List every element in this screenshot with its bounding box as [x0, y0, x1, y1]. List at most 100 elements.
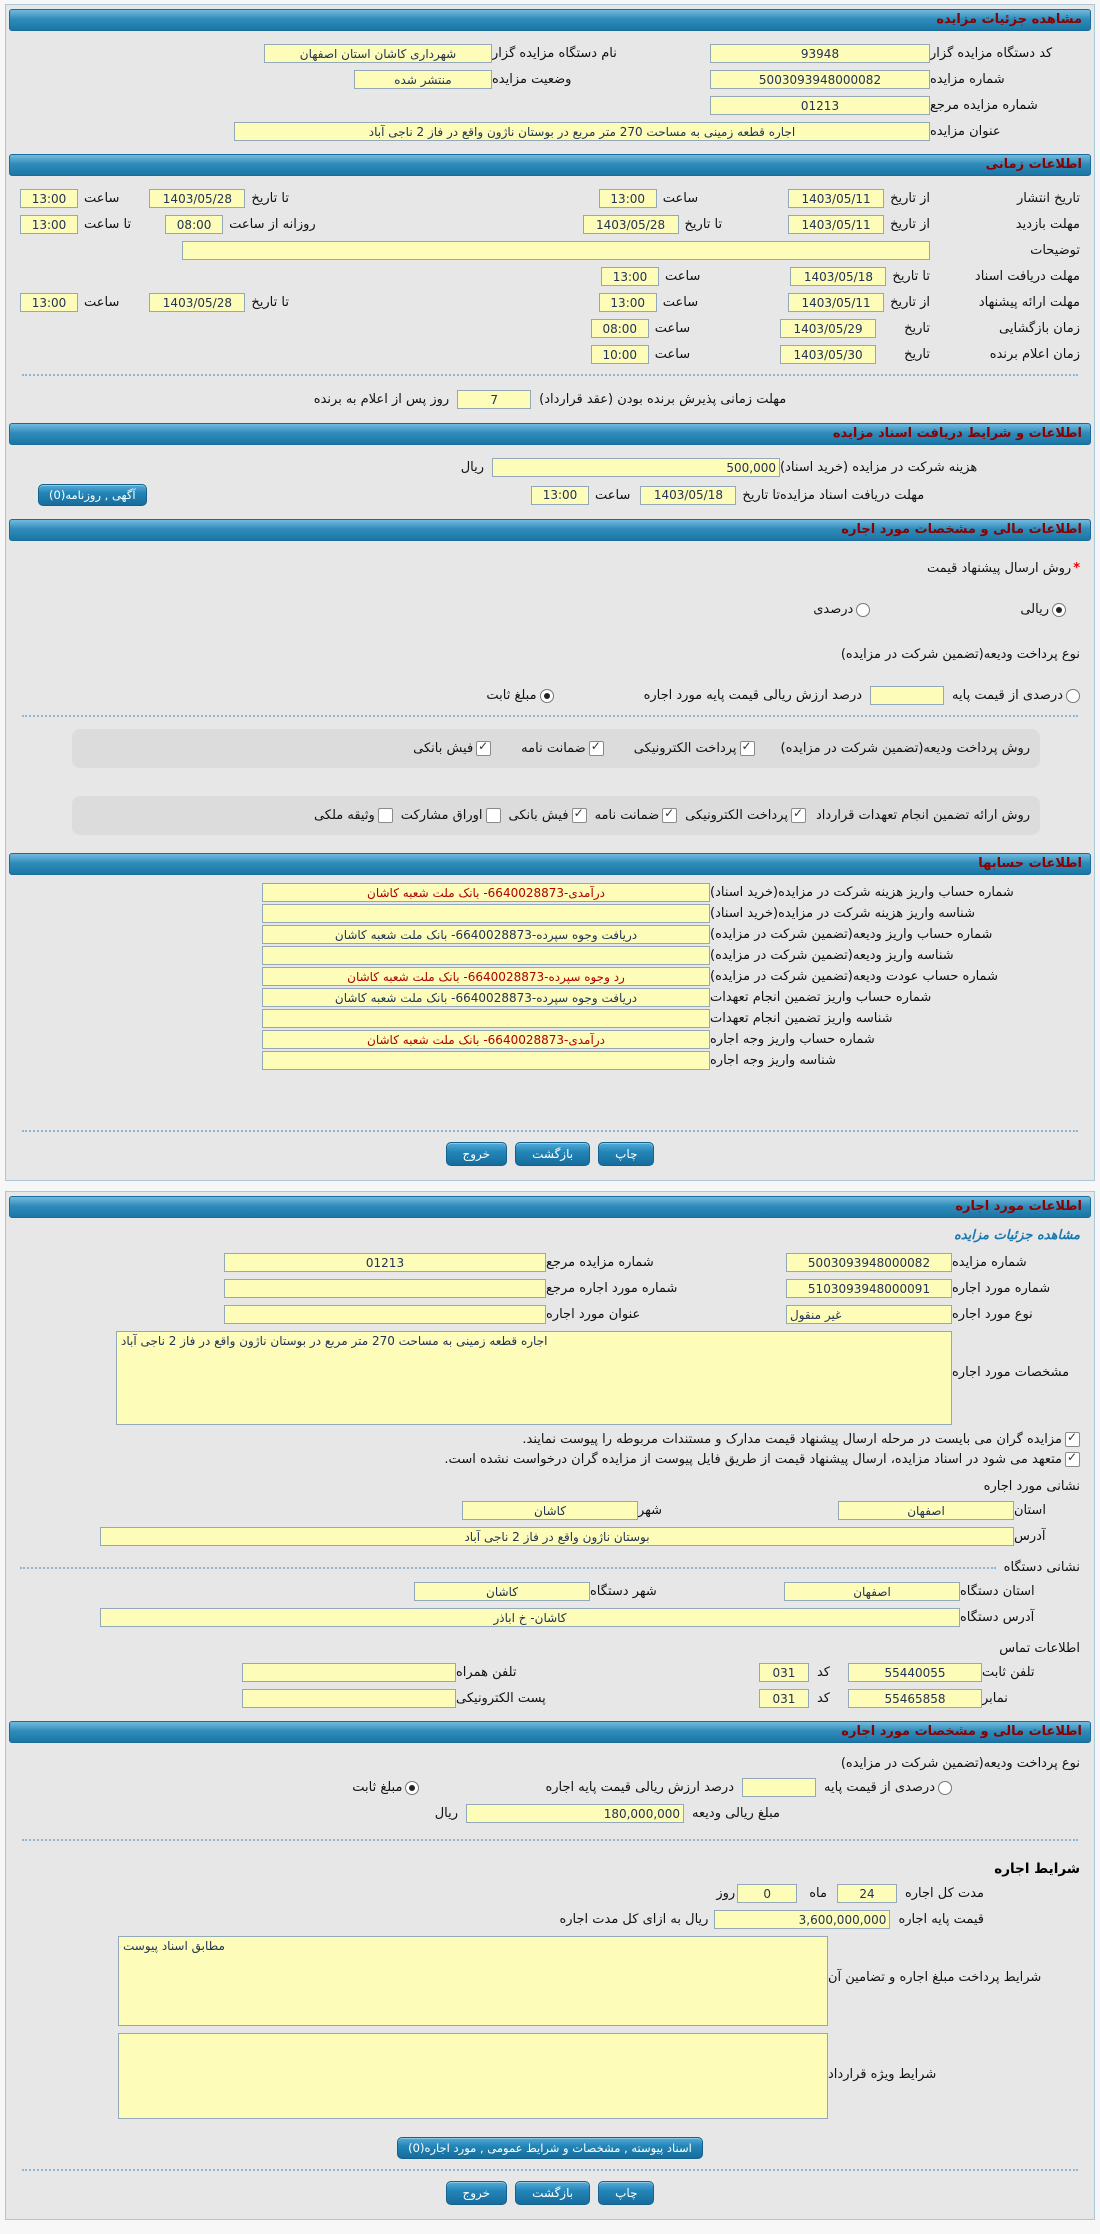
- docs-receive-date[interactable]: [640, 485, 737, 505]
- daily-from-hour-label: روزانه از ساعت: [229, 217, 316, 232]
- item-title-field[interactable]: [224, 1305, 546, 1324]
- newspaper-ad-button[interactable]: آگهی , روزنامه(0): [38, 484, 147, 506]
- print-button[interactable]: چاپ: [598, 2181, 655, 2205]
- account-row-field[interactable]: [262, 883, 710, 902]
- percent-radio[interactable]: [856, 602, 871, 617]
- fax-field[interactable]: [848, 1689, 982, 1708]
- account-row-field[interactable]: [262, 946, 710, 965]
- rental-row-3: نوع مورد اجاره عنوان مورد اجاره: [20, 1305, 1080, 1324]
- acceptance-days-field[interactable]: [457, 390, 532, 409]
- attachment-note-1-checkbox[interactable]: [1065, 1430, 1080, 1447]
- fee-label: هزینه شرکت در مزایده (خرید اسناد): [780, 460, 978, 475]
- duration-days-field[interactable]: [737, 1884, 798, 1903]
- pay-terms-textarea[interactable]: مطابق اسناد پیوست: [118, 1936, 828, 2026]
- auction-number-field[interactable]: [710, 70, 930, 89]
- opening-time[interactable]: [590, 319, 649, 338]
- reference-number-field[interactable]: [224, 1253, 546, 1272]
- guarantee-letter-checkbox[interactable]: [662, 806, 678, 823]
- winner-time[interactable]: [590, 345, 649, 364]
- offer-to-date[interactable]: [149, 293, 246, 312]
- rial-radio[interactable]: [1052, 602, 1066, 617]
- bank-receipt-checkbox[interactable]: [571, 806, 587, 823]
- publish-from-time[interactable]: [598, 189, 657, 208]
- auction-title-field[interactable]: [234, 122, 930, 141]
- fax-code-field[interactable]: [758, 1689, 809, 1708]
- item-reference-field[interactable]: [224, 1279, 546, 1298]
- account-row-field[interactable]: [262, 1051, 710, 1070]
- guarantee-letter-checkbox[interactable]: [588, 739, 604, 756]
- docs-to-time[interactable]: [601, 267, 660, 286]
- electronic-payment-checkbox[interactable]: [790, 806, 806, 823]
- back-button[interactable]: بازگشت: [515, 2181, 591, 2205]
- visit-to-date[interactable]: [582, 215, 679, 234]
- percent-of-base-radio[interactable]: [938, 1780, 952, 1795]
- org-address-field[interactable]: [100, 1608, 960, 1627]
- rental-financial-section: نوع پرداخت ودیعه(تضمین شرکت در مزایده) د…: [6, 1747, 1094, 2209]
- rent-terms-title-row: شرایط اجاره: [20, 1861, 1080, 1877]
- mobile-field[interactable]: [242, 1663, 456, 1682]
- org-province-field[interactable]: [784, 1582, 960, 1601]
- visit-from-date[interactable]: [788, 215, 885, 234]
- email-field[interactable]: [242, 1689, 456, 1708]
- province-field[interactable]: [838, 1501, 1014, 1520]
- base-price-field[interactable]: [714, 1910, 891, 1929]
- visit-daily-from-time[interactable]: [165, 215, 224, 234]
- percent-of-base-radio[interactable]: [1066, 688, 1080, 703]
- address-label: آدرس: [1014, 1529, 1046, 1544]
- item-desc-textarea[interactable]: اجاره قطعه زمینی به مساحت 270 متر مربع د…: [116, 1331, 952, 1425]
- offer-from-date[interactable]: [788, 293, 885, 312]
- auction-number-field[interactable]: [786, 1253, 952, 1272]
- exit-button[interactable]: خروج: [445, 1142, 508, 1166]
- publish-from-date[interactable]: [788, 189, 885, 208]
- fixed-amount-radio[interactable]: [539, 688, 554, 703]
- notes-field[interactable]: [182, 241, 930, 260]
- docs-receive-time[interactable]: [531, 485, 590, 505]
- account-row-field[interactable]: [262, 925, 710, 944]
- phone-field[interactable]: [848, 1663, 982, 1682]
- address-field[interactable]: [100, 1527, 1014, 1546]
- electronic-payment-checkbox[interactable]: [739, 739, 755, 756]
- org-name-field[interactable]: [264, 44, 492, 63]
- fixed-amount-label: مبلغ ثابت: [486, 688, 537, 703]
- bank-receipt-checkbox[interactable]: [476, 739, 492, 756]
- duration-months-field[interactable]: [836, 1884, 897, 1903]
- account-row-field[interactable]: [262, 1030, 710, 1049]
- fixed-amount-radio[interactable]: [405, 1780, 420, 1795]
- view-auction-details-link[interactable]: مشاهده جزئیات مزایده: [953, 1228, 1080, 1243]
- docs-to-date[interactable]: [790, 267, 887, 286]
- exit-button[interactable]: خروج: [445, 2181, 508, 2205]
- deposit-amount-field[interactable]: [466, 1804, 685, 1823]
- fee-field[interactable]: [492, 458, 780, 477]
- account-row-field[interactable]: [262, 967, 710, 986]
- visit-daily-to-time[interactable]: [20, 215, 78, 234]
- winner-date[interactable]: [780, 345, 877, 364]
- percent-of-base-field[interactable]: [742, 1778, 817, 1797]
- percent-of-base-field[interactable]: [870, 686, 945, 705]
- back-button[interactable]: بازگشت: [515, 1142, 591, 1166]
- reference-number-field[interactable]: [710, 96, 930, 115]
- publish-to-time[interactable]: [20, 189, 78, 208]
- attached-docs-button[interactable]: اسناد پیوسته , مشخصات و شرایط عمومی , مو…: [397, 2137, 703, 2159]
- participation-bonds-checkbox[interactable]: [485, 808, 501, 823]
- attachment-note-2-checkbox[interactable]: [1065, 1450, 1080, 1467]
- account-row: شناسه واریز وجه اجاره: [20, 1051, 1080, 1070]
- org-city-field[interactable]: [414, 1582, 590, 1601]
- account-row-field[interactable]: [262, 988, 710, 1007]
- org-province-label: استان دستگاه: [960, 1584, 1035, 1599]
- city-field[interactable]: [462, 1501, 638, 1520]
- status-field[interactable]: [354, 70, 492, 89]
- phone-code-field[interactable]: [758, 1663, 809, 1682]
- special-terms-textarea[interactable]: [118, 2033, 828, 2119]
- item-number-field[interactable]: [786, 1279, 952, 1298]
- property-collateral-checkbox[interactable]: [377, 808, 393, 823]
- account-row-field[interactable]: [262, 904, 710, 923]
- item-type-field[interactable]: [786, 1305, 952, 1324]
- publish-to-date[interactable]: [149, 189, 246, 208]
- publish-date-row: تاریخ انتشار از تاریخ ساعت تا تاریخ ساعت: [20, 189, 1080, 208]
- opening-date[interactable]: [780, 319, 877, 338]
- print-button[interactable]: چاپ: [598, 1142, 655, 1166]
- device-code-field[interactable]: [710, 44, 930, 63]
- offer-from-time[interactable]: [598, 293, 657, 312]
- account-row-field[interactable]: [262, 1009, 710, 1028]
- offer-to-time[interactable]: [20, 293, 78, 312]
